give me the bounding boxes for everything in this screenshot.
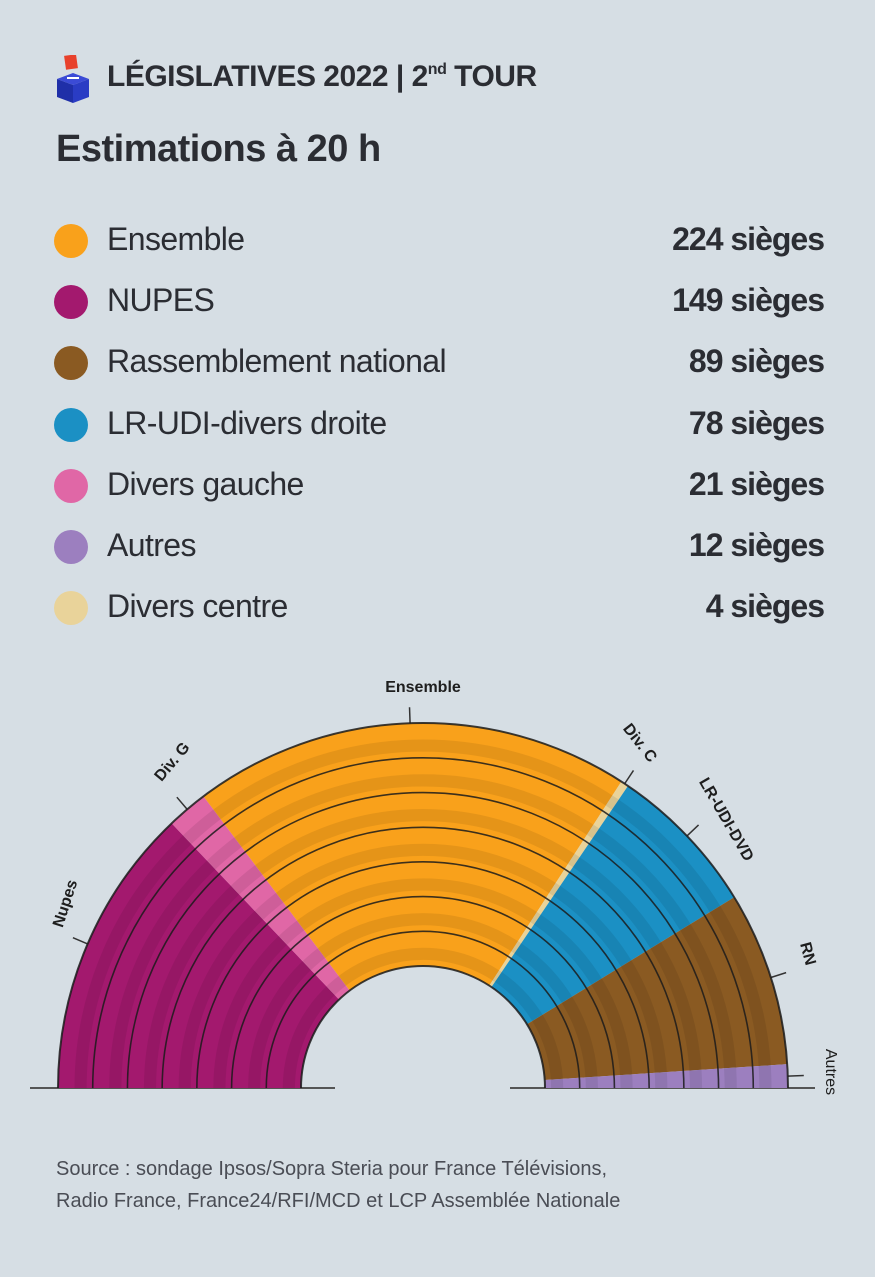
row-shade [178, 843, 668, 1089]
legend-swatch [54, 224, 88, 258]
legend-item: Ensemble 224 sièges [52, 219, 825, 263]
row-shade [282, 947, 564, 1089]
legend-item: NUPES 149 sièges [52, 280, 825, 324]
legend-swatch [54, 468, 88, 503]
row-separator [161, 826, 685, 1089]
source-note: Source : sondage Ipsos/Sopra Steria pour… [56, 1153, 620, 1217]
seat-label: Div. C [619, 721, 660, 767]
page-title: Estimations à 20 h [56, 128, 381, 170]
seat-wedge-lr-udi-dvd [491, 785, 735, 1025]
kicker-end: TOUR [446, 60, 537, 93]
row-separator [265, 930, 581, 1089]
seat-wedge-div-c [489, 781, 628, 988]
label-tick [408, 707, 411, 724]
legend-swatch [54, 285, 88, 320]
legend-value: 224 sièges [672, 221, 825, 257]
source-line-2: Radio France, France24/RFI/MCD et LCP As… [56, 1190, 621, 1212]
legend-item: LR-UDI-divers droite 78 sièges [52, 403, 825, 447]
row-separator [230, 895, 616, 1089]
legend-label: Autres [107, 527, 196, 563]
ballot-box-icon [57, 55, 89, 103]
seat-label: Autres [822, 1049, 839, 1095]
seat-label: Ensemble [385, 679, 461, 696]
legend-value: 149 sièges [672, 282, 825, 319]
seat-label: Div. G [152, 739, 194, 784]
legend-item: Divers centre 4 sièges [52, 586, 825, 630]
row-separator [126, 791, 720, 1089]
kicker-sup: nd [427, 61, 447, 78]
legend-swatch [54, 407, 88, 442]
legend-item: Autres 12 sièges [52, 525, 825, 569]
seat-wedge-div-g [171, 796, 350, 1000]
legend-value: 12 sièges [688, 527, 825, 563]
legend-item: Divers gauche 21 sièges [52, 464, 825, 508]
kicker-text: LÉGISLATIVES 2022 | 2 [107, 60, 428, 93]
row-separator [91, 757, 755, 1089]
legend-swatch [54, 346, 88, 381]
legend-swatch [54, 530, 88, 564]
legend-value: 21 sièges [688, 465, 825, 502]
legend-label: LR-UDI-divers droite [107, 404, 387, 441]
row-shade [143, 809, 703, 1089]
row-shade [213, 878, 633, 1089]
label-tick [176, 796, 188, 810]
legend-value: 78 sièges [688, 404, 825, 441]
seat-wedge-autres [544, 1064, 788, 1088]
row-shade [248, 913, 598, 1089]
label-tick [72, 936, 88, 945]
seat-label: Nupes [50, 878, 81, 930]
row-shade [109, 774, 737, 1089]
legend-label: Rassemblement national [107, 343, 447, 380]
seat-label: LR-UDI-DVD [695, 775, 756, 864]
legend-value: 4 sièges [705, 588, 825, 625]
seat-label: RN [796, 940, 818, 967]
row-separator [196, 861, 650, 1089]
source-line-1: Source : sondage Ipsos/Sopra Steria pour… [56, 1158, 608, 1180]
legend-swatch [54, 591, 88, 626]
label-tick [686, 824, 700, 837]
kicker: LÉGISLATIVES 2022 | 2nd TOUR [107, 60, 537, 94]
legend-label: Divers centre [107, 588, 288, 625]
legend-item: Rassemblement national 89 sièges [52, 341, 825, 385]
seat-wedge-ensemble [203, 722, 622, 991]
legend-label: Ensemble [107, 221, 245, 257]
legend-label: NUPES [107, 282, 215, 319]
label-tick [624, 770, 635, 785]
legend-value: 89 sièges [688, 343, 825, 380]
row-separator [300, 965, 546, 1089]
row-separator [57, 722, 789, 1089]
label-tick [787, 1074, 804, 1077]
label-tick [770, 971, 787, 979]
row-shade [74, 739, 772, 1089]
seat-wedge-rn [527, 897, 788, 1081]
legend-label: Divers gauche [107, 465, 304, 502]
